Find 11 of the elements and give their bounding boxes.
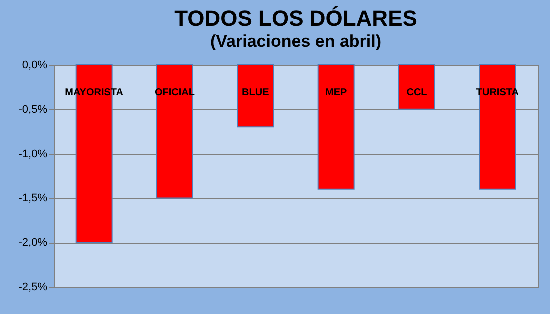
chart-title: TODOS LOS DÓLARES: [174, 6, 418, 31]
y-tick-label: -2,5%: [18, 282, 48, 294]
y-tick-label: -1,0%: [18, 148, 48, 160]
x-tick-label: MEP: [325, 88, 348, 98]
x-tick-label: CCL: [406, 88, 428, 98]
y-tick-label: -2,0%: [18, 237, 48, 250]
x-tick-label: BLUE: [242, 88, 270, 98]
y-tick-label: -1,5%: [18, 192, 48, 205]
y-tick-label: 0,0%: [22, 60, 48, 72]
chart-subtitle: (Variaciones en abril): [210, 32, 382, 51]
y-tick-label: -0,5%: [18, 104, 48, 116]
